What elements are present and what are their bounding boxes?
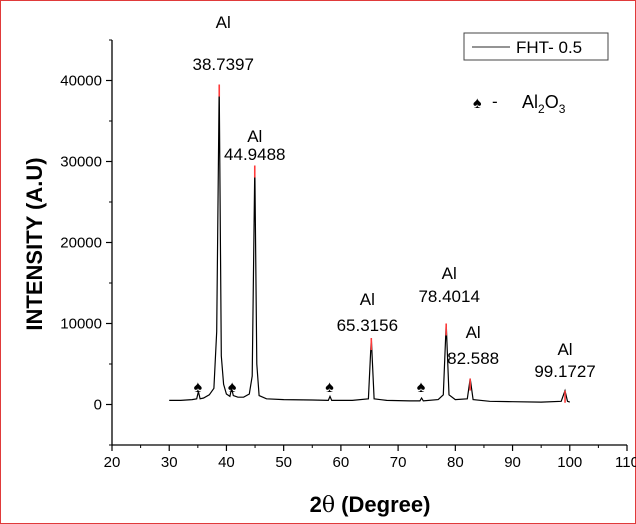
marker-legend-symbol: ♠ (473, 95, 482, 112)
peak-element-label: Al (360, 290, 375, 309)
alumina-marker: ♠ (228, 379, 237, 396)
peak-angle-label: 82.588 (447, 349, 499, 368)
axes: 20 30 40 50 60 70 80 90 100 110 0 10000 20000 30000 40… (60, 39, 636, 471)
x-tick-label: 40 (218, 454, 235, 471)
x-axis-title: 2θ (Degree) (310, 492, 431, 518)
peak-angle-label: 38.7397 (193, 55, 254, 74)
marker-legend: ♠ - Al2O3 (473, 92, 566, 116)
formula-base: Al (522, 92, 538, 112)
peak-labels: Al38.7397Al44.9488Al65.3156Al78.4014Al82… (193, 13, 596, 381)
legend: FHT- 0.5 (463, 32, 609, 61)
peak-element-label: Al (216, 13, 231, 32)
x-tick-label: 20 (104, 454, 121, 471)
x-tick-label: 90 (504, 454, 521, 471)
y-axis-title: INTENSITY (A.U) (22, 157, 47, 330)
marker-legend-dash: - (492, 92, 498, 111)
x-title-theta: θ (322, 493, 335, 518)
peak-angle-label: 65.3156 (337, 316, 398, 335)
peak-angle-label: 44.9488 (224, 145, 285, 164)
y-tick-label: 20000 (60, 235, 102, 252)
alumina-markers: ♠ ♠ ♠ ♠ (194, 379, 426, 396)
peak-angle-label: 78.4014 (418, 287, 479, 306)
x-tick-label: 50 (275, 454, 292, 471)
peak-element-label: Al (557, 340, 572, 359)
x-tick-label: 80 (447, 454, 464, 471)
formula-sub1: 2 (538, 102, 545, 116)
peak-element-label: Al (442, 264, 457, 283)
formula-mid: O (545, 92, 559, 112)
formula-sub2: 3 (559, 102, 566, 116)
alumina-marker: ♠ (325, 379, 334, 396)
peak-highlights (218, 84, 566, 403)
peak-angle-label: 99.1727 (534, 362, 595, 381)
x-tick-label: 110 (615, 454, 636, 471)
legend-entry-label: FHT- 0.5 (516, 38, 582, 57)
peak-element-label: Al (247, 127, 262, 146)
x-tick-label: 30 (161, 454, 178, 471)
y-tick-label: 30000 (60, 154, 102, 171)
peak-element-label: Al (466, 323, 481, 342)
marker-legend-formula: Al2O3 (522, 92, 566, 116)
x-tick-label: 70 (390, 454, 407, 471)
series-line-fht-0.5 (169, 84, 570, 403)
y-tick-label: 40000 (60, 73, 102, 90)
x-tick-label: 100 (557, 454, 582, 471)
alumina-marker: ♠ (417, 379, 426, 396)
x-tick-label: 60 (333, 454, 350, 471)
x-title-prefix: 2 (310, 492, 322, 517)
y-tick-label: 10000 (60, 316, 102, 333)
x-title-suffix: (Degree) (335, 492, 430, 517)
y-tick-label: 0 (94, 397, 102, 414)
alumina-marker: ♠ (194, 379, 203, 396)
